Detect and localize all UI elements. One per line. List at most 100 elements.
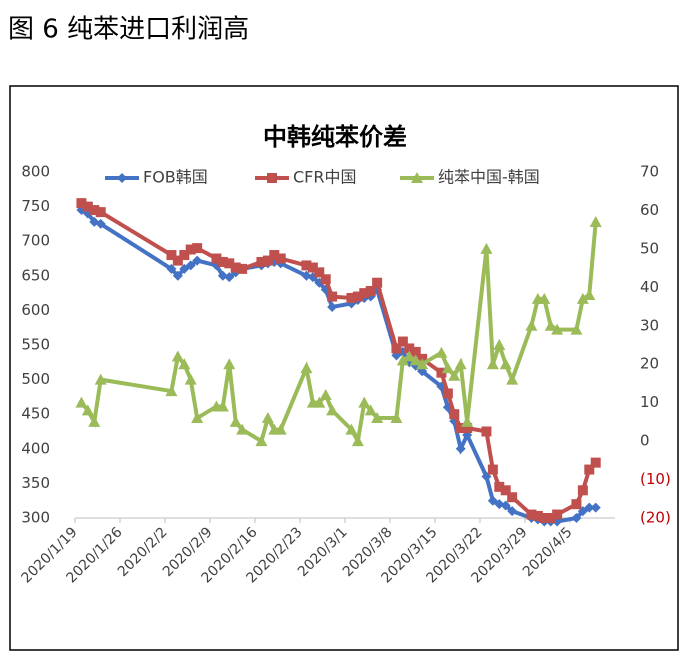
- marker: [576, 292, 589, 304]
- marker: [409, 354, 422, 366]
- marker: [551, 323, 564, 335]
- marker: [396, 354, 409, 366]
- y-tick-label: 700: [21, 232, 50, 250]
- marker: [507, 492, 518, 503]
- marker: [552, 509, 563, 520]
- marker: [191, 412, 204, 424]
- marker: [494, 499, 505, 510]
- marker: [224, 272, 235, 283]
- y2-tick-label: 0: [640, 432, 650, 450]
- marker: [274, 423, 287, 435]
- caption: 图 6 纯苯进口利润高: [8, 15, 249, 45]
- y2-tick-label: 50: [640, 239, 659, 257]
- marker: [500, 500, 511, 511]
- marker: [590, 502, 601, 513]
- chart-title: 中韩纯苯价差: [263, 123, 407, 151]
- marker: [538, 292, 551, 304]
- marker: [364, 404, 377, 416]
- y2-tick-label: 70: [640, 163, 659, 181]
- y2-tick-label: (10): [640, 470, 671, 488]
- marker: [448, 369, 461, 381]
- y-tick-label: 600: [21, 301, 50, 319]
- y-tick-label: 650: [21, 266, 50, 284]
- marker: [487, 464, 498, 475]
- marker: [185, 260, 196, 271]
- marker: [499, 358, 512, 370]
- marker: [486, 358, 499, 370]
- y2-tick-label: 40: [640, 278, 659, 296]
- y2-tick-label: 10: [640, 393, 659, 411]
- marker: [255, 435, 268, 447]
- y-tick-label: 500: [21, 370, 50, 388]
- y-tick-label: 350: [21, 474, 50, 492]
- y-tick-label: 450: [21, 405, 50, 423]
- legend-label: CFR中国: [293, 168, 357, 187]
- marker: [358, 396, 371, 408]
- marker: [461, 415, 474, 427]
- marker: [544, 319, 557, 331]
- x-tick-label: 2020/4/5: [520, 524, 576, 580]
- marker: [192, 243, 203, 254]
- marker: [351, 435, 364, 447]
- marker: [390, 412, 403, 424]
- y2-tick-label: 30: [640, 316, 659, 334]
- marker: [403, 350, 416, 362]
- marker: [301, 270, 312, 281]
- marker: [165, 385, 178, 397]
- legend-label: FOB韩国: [143, 168, 208, 187]
- marker: [372, 277, 383, 288]
- marker: [571, 499, 582, 510]
- y2-tick-label: (20): [640, 509, 671, 527]
- marker: [171, 350, 184, 362]
- legend-label: 纯苯中国-韩国: [438, 168, 540, 187]
- marker: [345, 423, 358, 435]
- y-tick-label: 750: [21, 197, 50, 215]
- marker: [481, 426, 492, 437]
- marker: [570, 323, 583, 335]
- y-tick-label: 300: [21, 509, 50, 527]
- marker: [583, 289, 596, 301]
- marker: [506, 373, 519, 385]
- marker: [75, 396, 88, 408]
- marker: [435, 346, 448, 358]
- marker: [320, 274, 331, 285]
- marker: [237, 263, 248, 274]
- marker: [507, 506, 518, 517]
- marker: [584, 502, 595, 513]
- marker: [223, 358, 236, 370]
- y-tick-label: 800: [21, 163, 50, 181]
- marker: [95, 207, 106, 218]
- y2-tick-label: 20: [640, 355, 659, 373]
- y-tick-label: 550: [21, 336, 50, 354]
- marker: [525, 319, 538, 331]
- marker: [172, 270, 183, 281]
- marker: [480, 242, 493, 254]
- y2-tick-label: 60: [640, 201, 659, 219]
- marker: [95, 218, 106, 229]
- marker: [178, 358, 191, 370]
- marker: [94, 373, 107, 385]
- marker: [365, 286, 376, 297]
- marker: [589, 215, 602, 227]
- marker: [236, 423, 249, 435]
- marker: [81, 404, 94, 416]
- marker: [192, 255, 203, 266]
- marker: [571, 513, 582, 523]
- marker: [590, 457, 601, 468]
- marker: [88, 415, 101, 427]
- marker: [313, 396, 326, 408]
- marker: [166, 263, 177, 274]
- marker: [217, 270, 228, 281]
- marker: [454, 358, 467, 370]
- marker: [326, 404, 339, 416]
- marker: [327, 291, 338, 302]
- marker: [184, 373, 197, 385]
- marker: [416, 358, 429, 370]
- marker: [442, 388, 453, 399]
- marker: [117, 173, 127, 183]
- series-line: [79, 221, 598, 448]
- marker: [275, 253, 286, 264]
- y-tick-label: 400: [21, 439, 50, 457]
- marker: [300, 362, 313, 374]
